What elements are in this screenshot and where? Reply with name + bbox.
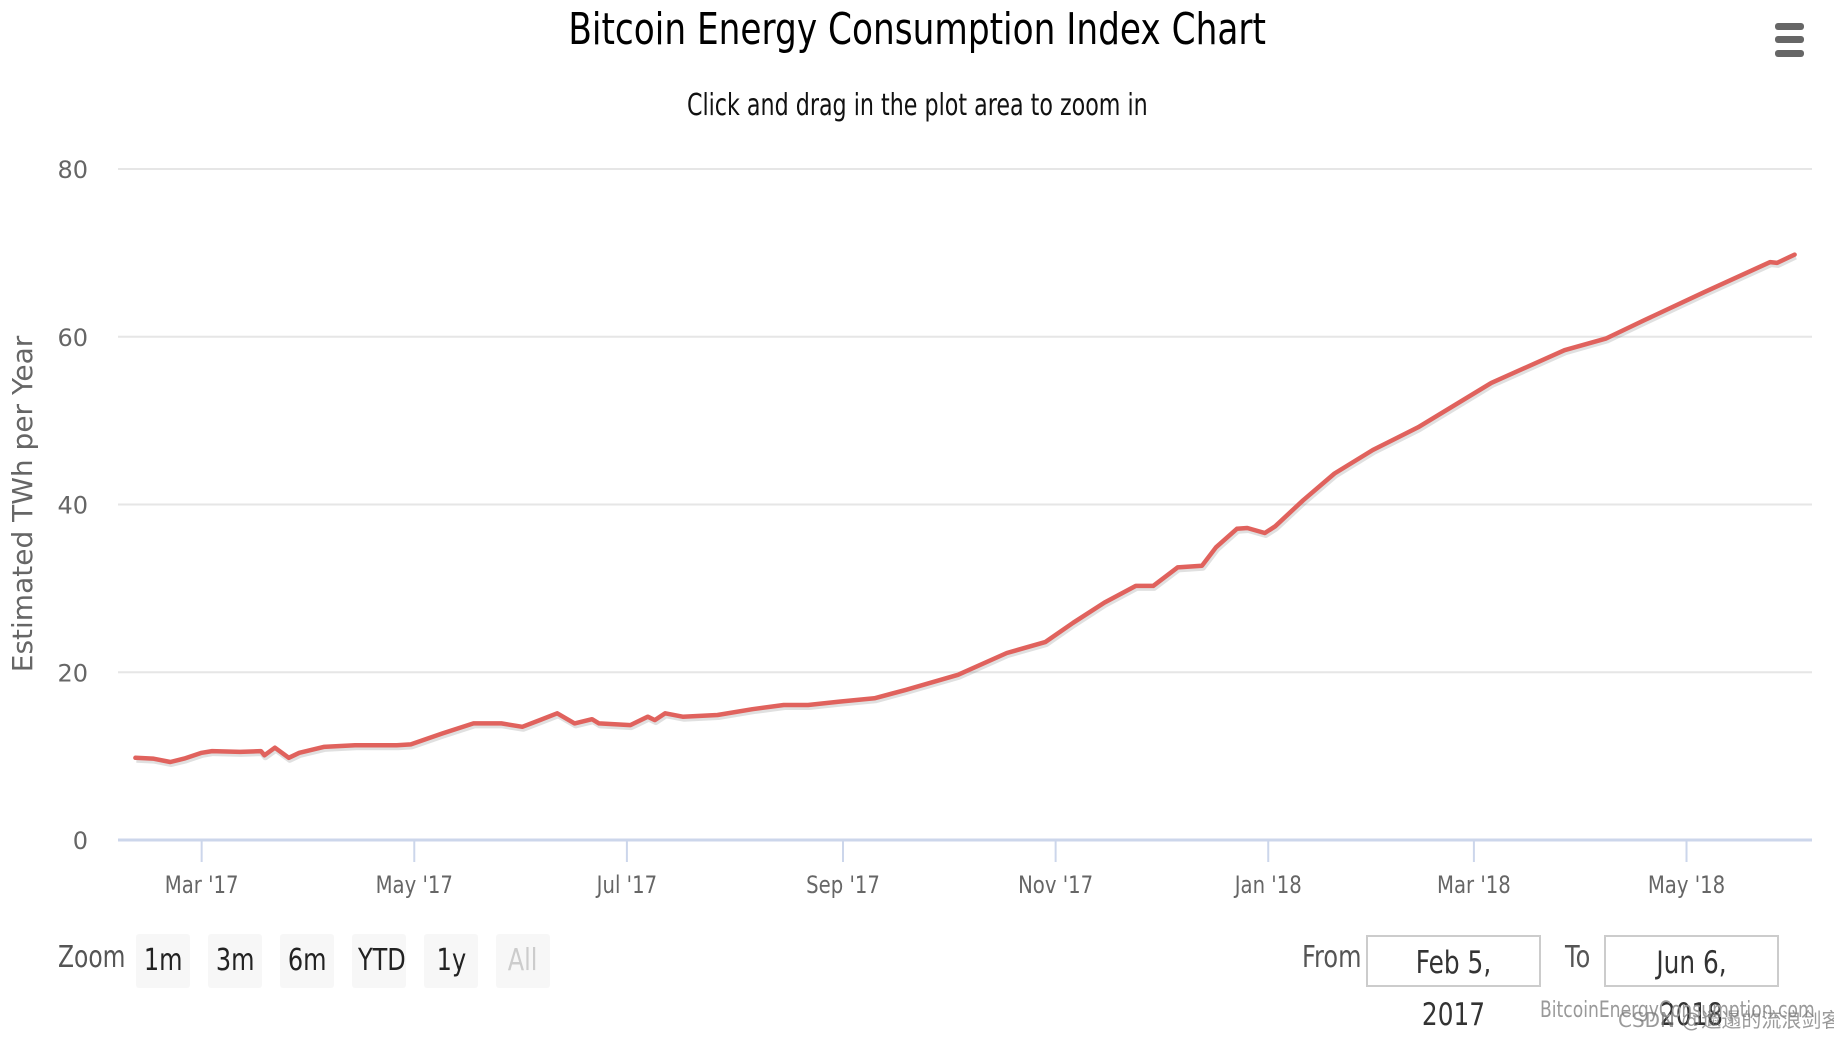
to-label-text: To: [1565, 940, 1591, 975]
from-label: From: [1302, 940, 1376, 975]
x-tick-label: Jan '18: [1233, 872, 1302, 899]
watermark: CSDN @邋遢的流浪剑客: [1618, 1008, 1834, 1032]
zoom-button-label: YTD: [357, 943, 406, 978]
x-axis-ticks: Mar '17 May '17 Jul '17 Sep '17 Nov '17 Jan '…: [165, 840, 1725, 900]
zoom-button-label: All: [508, 943, 538, 978]
zoom-button-1y[interactable]: 1y: [424, 934, 478, 988]
x-tick-label: Nov '17: [1018, 872, 1093, 899]
menu-icon-bar: [1775, 23, 1804, 30]
from-date-value: Feb 5, 2017: [1415, 945, 1492, 1033]
y-axis-title: Estimated TWh per Year: [6, 335, 39, 672]
credits-text: BitcoinEnergyConsumption.com: [1540, 998, 1815, 1023]
x-tick-label: Mar '17: [165, 872, 239, 899]
x-tick-label: May '17: [376, 872, 453, 899]
zoom-label: Zoom: [58, 940, 144, 975]
x-tick-label: Jul '17: [595, 872, 657, 899]
x-tick-label: May '18: [1648, 872, 1725, 899]
zoom-button-label: 3m: [215, 943, 255, 978]
zoom-button-label: 1m: [143, 943, 183, 978]
series-group: [133, 252, 1797, 767]
y-axis-ticks: 0 20 40 60 80: [57, 156, 88, 855]
zoom-button-3m[interactable]: 3m: [208, 934, 262, 988]
zoom-button-label: 1y: [436, 943, 466, 978]
zoom-button-all[interactable]: All: [496, 934, 550, 988]
chart-title: Bitcoin Energy Consumption Index Chart: [0, 4, 1834, 55]
to-label: To: [1565, 940, 1597, 975]
zoom-label-text: Zoom: [58, 940, 126, 975]
chart-subtitle: Click and drag in the plot area to zoom …: [0, 88, 1834, 123]
from-date-input[interactable]: Feb 5, 2017: [1366, 935, 1541, 1033]
zoom-button-label: 6m: [287, 943, 327, 978]
y-tick-label: 20: [57, 659, 88, 687]
grid-lines: [118, 168, 1812, 674]
series-shadow: [136, 253, 1797, 767]
context-menu-button[interactable]: [1770, 18, 1810, 62]
series-line: [133, 252, 1797, 765]
chart-title-text: Bitcoin Energy Consumption Index Chart: [568, 4, 1266, 55]
credits-link[interactable]: BitcoinEnergyConsumption.com: [1540, 998, 1834, 1023]
zoom-button-ytd[interactable]: YTD: [352, 934, 406, 988]
chart-subtitle-text: Click and drag in the plot area to zoom …: [686, 88, 1148, 123]
zoom-button-1m[interactable]: 1m: [136, 934, 190, 988]
y-tick-label: 80: [57, 156, 88, 184]
x-tick-label: Sep '17: [806, 872, 880, 899]
x-tick-label: Mar '18: [1437, 872, 1511, 899]
to-date-input[interactable]: Jun 6, 2018: [1604, 935, 1779, 1033]
zoom-button-6m[interactable]: 6m: [280, 934, 334, 988]
y-tick-label: 60: [57, 324, 88, 352]
menu-icon-bar: [1775, 50, 1804, 57]
from-label-text: From: [1302, 940, 1362, 975]
y-tick-label: 0: [73, 827, 88, 855]
to-date-value: Jun 6, 2018: [1656, 945, 1727, 1033]
y-tick-label: 40: [57, 492, 88, 520]
menu-icon-bar: [1775, 36, 1804, 43]
